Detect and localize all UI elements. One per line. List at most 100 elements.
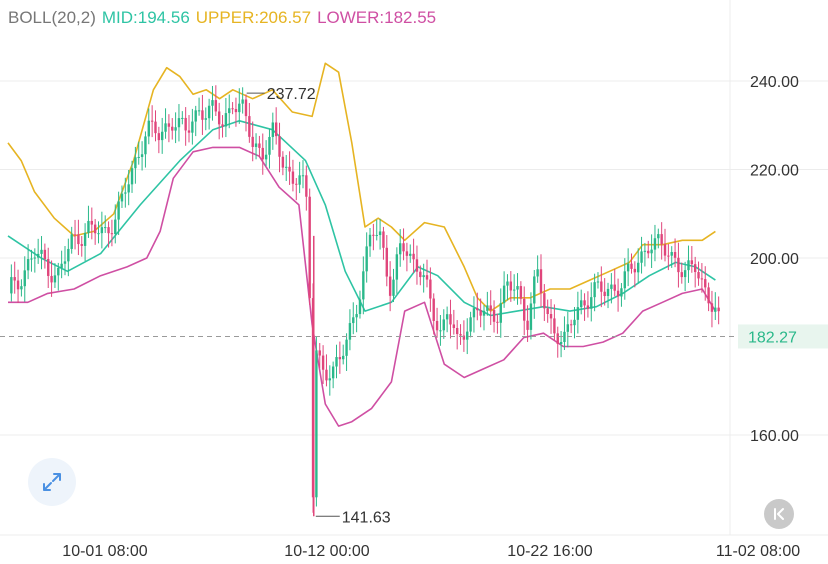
candle-body-129: [439, 330, 442, 332]
candle-body-189: [640, 251, 643, 263]
indicator-legend: BOLL(20,2) MID:194.56 UPPER:206.57 LOWER:18…: [8, 8, 442, 28]
candle-body-117: [398, 243, 402, 255]
candle-body-21: [77, 234, 80, 245]
candle-body-80: [274, 122, 278, 137]
candle-body-72: [248, 116, 251, 137]
candle-body-113: [385, 247, 388, 277]
candle-body-44: [154, 121, 157, 134]
candle-body-34: [120, 193, 124, 202]
y-tick-label-3: 160.00: [750, 428, 799, 445]
candle-body-82: [281, 156, 285, 168]
candle-body-97: [331, 366, 335, 379]
legend-indicator-name: BOLL(20,2): [8, 8, 96, 27]
candle-body-76: [261, 147, 264, 160]
candle-body-37: [130, 168, 134, 185]
candle-body-124: [422, 275, 425, 278]
candle-body-28: [100, 227, 104, 234]
candle-body-73: [251, 136, 254, 147]
candle-body-36: [127, 184, 130, 193]
x-tick-label-0: 10-01 08:00: [62, 543, 148, 560]
candle-body-9: [36, 253, 40, 258]
candle-body-23: [83, 232, 87, 246]
expand-chart-button[interactable]: [28, 458, 76, 506]
candle-body-181: [613, 284, 616, 291]
legend-upper-value: UPPER:206.57: [195, 8, 312, 27]
y-axis: 240.00 220.00 200.00 160.00: [750, 74, 799, 445]
candle-body-98: [335, 357, 338, 367]
candle-body-74: [254, 143, 258, 147]
candle-body-119: [405, 251, 409, 256]
candle-body-25: [90, 220, 94, 225]
candle-body-81: [278, 136, 281, 157]
candle-body-32: [114, 219, 117, 235]
candle-body-177: [600, 281, 603, 292]
candle-body-24: [87, 220, 90, 233]
candle-body-160: [543, 293, 546, 309]
candle-body-4: [20, 286, 23, 290]
candle-body-126: [429, 279, 432, 299]
candle-body-57: [197, 110, 201, 112]
candle-body-135: [459, 334, 462, 336]
candle-body-138: [469, 317, 472, 332]
candle-body-56: [194, 110, 197, 122]
candle-body-137: [466, 331, 469, 340]
candle-body-191: [647, 250, 650, 254]
candle-body-114: [388, 276, 392, 296]
candle-body-148: [502, 285, 506, 304]
candle-body-209: [707, 287, 710, 304]
candle-body-202: [683, 270, 687, 278]
candle-body-158: [536, 269, 539, 277]
candle-body-127: [432, 298, 435, 321]
candle-body-69: [238, 103, 241, 113]
candle-body-102: [348, 323, 352, 340]
candle-body-103: [352, 317, 355, 324]
candle-body-108: [368, 234, 372, 247]
candle-body-154: [523, 298, 526, 321]
candle-body-12: [47, 259, 50, 276]
candle-body-99: [338, 357, 342, 360]
candle-body-178: [603, 291, 606, 297]
candle-body-136: [462, 335, 466, 340]
candle-body-1: [10, 277, 13, 294]
scroll-to-latest-button[interactable]: [764, 499, 794, 529]
candle-body-125: [425, 275, 429, 280]
candle-body-162: [549, 314, 553, 319]
candle-body-199: [673, 252, 677, 258]
candle-body-193: [653, 238, 657, 250]
candle-body-207: [700, 278, 704, 280]
candle-body-192: [650, 249, 653, 254]
lower-band-line: [8, 146, 717, 427]
candle-body-211: [714, 307, 717, 312]
candle-body-111: [378, 231, 382, 236]
candle-body-100: [342, 355, 345, 360]
candle-body-180: [610, 284, 613, 289]
candle-body-195: [660, 234, 663, 245]
candle-body-204: [690, 260, 694, 265]
candle-body-84: [288, 166, 291, 172]
bollinger-bands: [7, 62, 717, 427]
candle-body-92: [315, 350, 318, 498]
candle-body-120: [409, 253, 412, 256]
candle-body-121: [412, 253, 415, 260]
candle-body-174: [590, 297, 593, 309]
candle-body-26: [93, 224, 97, 234]
candle-body-66: [228, 108, 231, 114]
candle-body-194: [657, 234, 660, 239]
max-price-label: 237.72: [267, 86, 316, 103]
x-tick-label-1: 10-12 00:00: [284, 543, 370, 560]
candle-body-42: [147, 120, 150, 137]
candle-body-143: [486, 305, 489, 311]
candle-body-31: [110, 233, 114, 235]
candle-body-140: [476, 308, 479, 311]
candle-body-157: [533, 276, 536, 304]
candle-body-150: [509, 281, 513, 291]
candle-body-190: [643, 250, 647, 252]
candle-body-40: [140, 154, 144, 157]
candle-body-106: [362, 271, 365, 300]
candle-body-27: [97, 233, 100, 235]
candle-body-210: [710, 303, 714, 312]
expand-arrows-icon: [43, 473, 61, 491]
candle-body-65: [224, 113, 228, 127]
candle-body-198: [670, 252, 673, 256]
